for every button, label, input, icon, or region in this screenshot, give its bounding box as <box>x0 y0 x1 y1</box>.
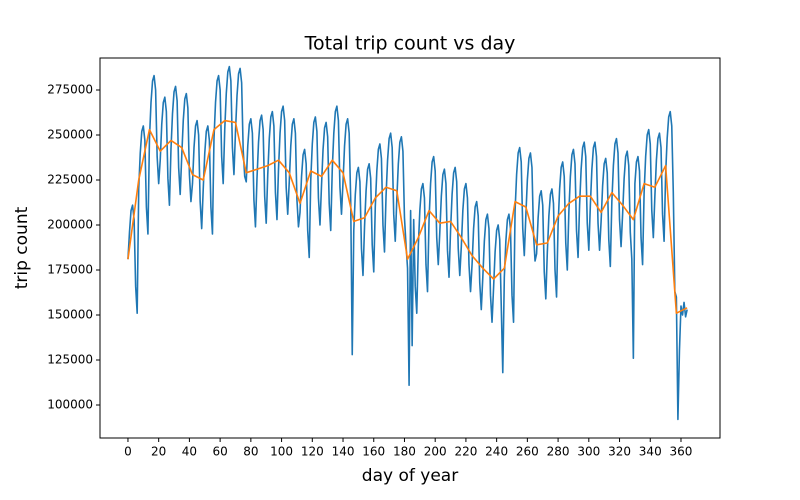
y-tick-label: 200000 <box>47 218 93 232</box>
x-tick-label: 20 <box>151 445 166 459</box>
x-tick-label: 340 <box>639 445 662 459</box>
y-tick-label: 250000 <box>47 128 93 142</box>
chart-title: Total trip count vs day <box>304 33 516 55</box>
x-tick-label: 160 <box>362 445 385 459</box>
x-tick-label: 120 <box>301 445 324 459</box>
x-axis-label: day of year <box>362 466 458 486</box>
x-tick-label: 320 <box>608 445 631 459</box>
y-tick-label: 225000 <box>47 173 93 187</box>
x-tick-label: 40 <box>182 445 197 459</box>
x-tick-label: 200 <box>424 445 447 459</box>
x-tick-label: 240 <box>485 445 508 459</box>
y-tick-label: 100000 <box>47 398 93 412</box>
x-tick-label: 360 <box>670 445 693 459</box>
x-tick-label: 180 <box>393 445 416 459</box>
x-tick-label: 280 <box>547 445 570 459</box>
x-tick-label: 60 <box>212 445 227 459</box>
x-tick-label: 80 <box>243 445 258 459</box>
y-axis-label: trip count <box>12 206 32 289</box>
y-tick-label: 125000 <box>47 353 93 367</box>
series-line <box>127 119 688 314</box>
y-tick-label: 150000 <box>47 308 93 322</box>
x-tick-label: 220 <box>454 445 477 459</box>
y-tick-label: 175000 <box>47 263 93 277</box>
x-tick-label: 300 <box>577 445 600 459</box>
plot-frame <box>99 57 721 439</box>
series-line <box>127 65 688 421</box>
x-tick-label: 260 <box>516 445 539 459</box>
y-tick-label: 275000 <box>47 83 93 97</box>
x-tick-label: 100 <box>270 445 293 459</box>
x-tick-label: 140 <box>332 445 355 459</box>
x-tick-label: 0 <box>124 445 132 459</box>
